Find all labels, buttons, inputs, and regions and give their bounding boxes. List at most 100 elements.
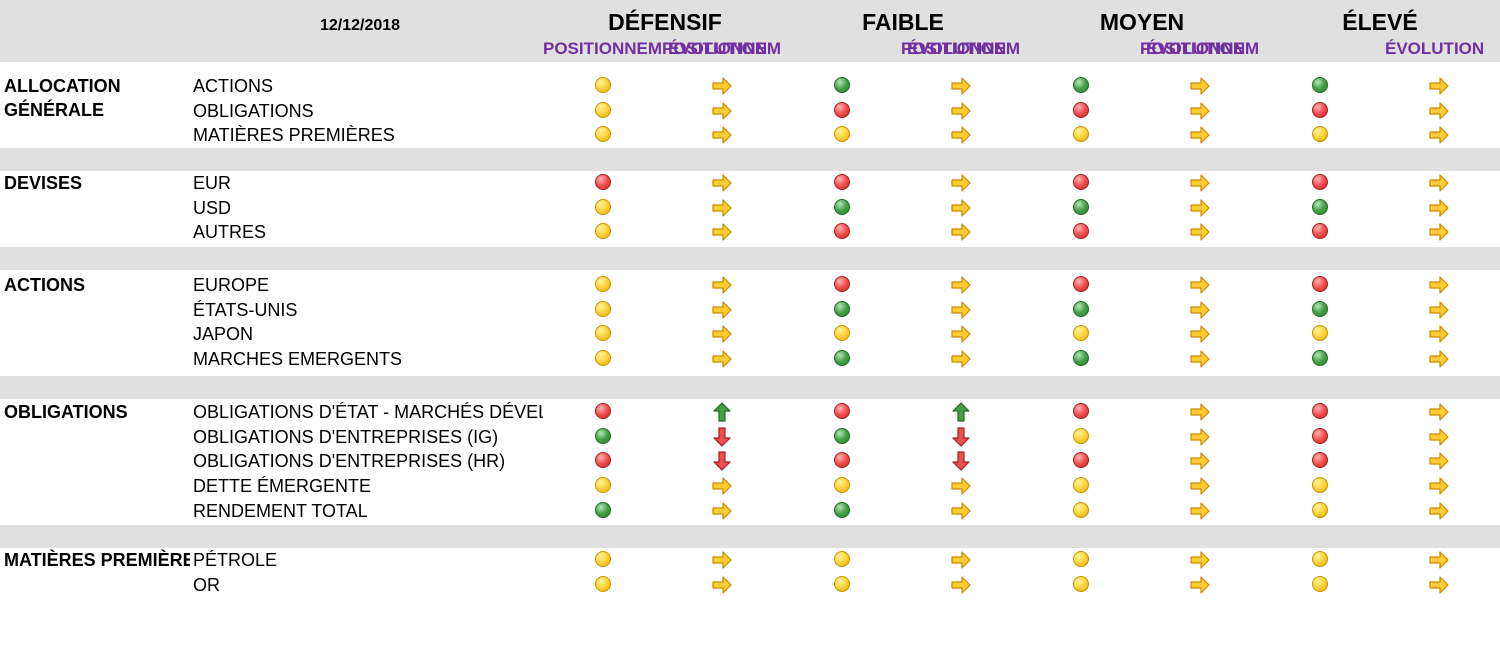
arrow-right-icon (1428, 348, 1450, 370)
yellow-status-icon (595, 126, 611, 143)
category-label-line: OBLIGATIONS (4, 402, 128, 422)
table-row: PÉTROLE (0, 548, 1500, 573)
red-status-icon (1073, 174, 1089, 190)
green-status-icon (834, 501, 850, 518)
red-status-icon (595, 403, 611, 419)
arrow-right-icon (1189, 450, 1211, 472)
arrow-right-icon (1428, 549, 1450, 571)
arrow-right-icon (1189, 426, 1211, 448)
row-label: PÉTROLE (193, 550, 278, 570)
arrow-right-icon (1189, 348, 1211, 370)
green-status-icon (834, 198, 850, 215)
arrow-right-icon (950, 348, 972, 370)
arrow-right-icon (1428, 75, 1450, 97)
category-label-line: DEVISES (4, 173, 83, 193)
yellow-status-icon (595, 350, 611, 367)
red-status-icon (1312, 174, 1328, 190)
yellow-status-icon (1073, 575, 1089, 592)
category-label-line: MATIÈRES PREMIÈRES (4, 550, 190, 570)
yellow-status-icon (1312, 477, 1328, 494)
arrow-right-icon (950, 124, 972, 146)
category-label-line: ALLOCATION (4, 76, 121, 96)
yellow-status-icon (834, 551, 850, 567)
section-separator (0, 148, 1500, 171)
table-row: EUROPE (0, 273, 1500, 298)
arrow-right-icon (711, 274, 733, 296)
arrow-right-icon (711, 75, 733, 97)
red-status-icon (834, 101, 850, 118)
row-label: EUROPE (193, 275, 270, 295)
subheader-positioning: POSITIONNEMENT (901, 39, 1021, 58)
table-row: MATIÈRES PREMIÈRES (0, 123, 1500, 148)
yellow-status-icon (595, 101, 611, 118)
red-status-icon (1073, 101, 1089, 118)
category-label: MATIÈRES PREMIÈRES (4, 548, 190, 572)
arrow-right-icon (950, 475, 972, 497)
yellow-status-icon (1073, 501, 1089, 518)
table-row: RENDEMENT TOTAL (0, 499, 1500, 524)
arrow-up-icon (950, 401, 972, 423)
arrow-right-icon (1428, 299, 1450, 321)
arrow-right-icon (711, 500, 733, 522)
arrow-right-icon (1428, 574, 1450, 596)
category-label: OBLIGATIONS (4, 400, 190, 424)
green-status-icon (1073, 350, 1089, 367)
arrow-right-icon (1189, 100, 1211, 122)
red-status-icon (834, 452, 850, 469)
green-status-icon (834, 427, 850, 444)
green-status-icon (595, 501, 611, 518)
subheader-positioning: POSITIONNEMENT (1140, 39, 1260, 58)
arrow-right-icon (950, 323, 972, 345)
row-label: OBLIGATIONS D'ÉTAT - MARCHÉS DÉVELOPPÉS (193, 402, 543, 422)
yellow-status-icon (1312, 575, 1328, 592)
table-row: MARCHES EMERGENTS (0, 347, 1500, 372)
arrow-right-icon (1189, 549, 1211, 571)
red-status-icon (834, 174, 850, 190)
red-status-icon (1073, 403, 1089, 419)
profile-defensif: DÉFENSIF (608, 9, 722, 35)
yellow-status-icon (834, 575, 850, 592)
red-status-icon (595, 174, 611, 190)
arrow-right-icon (1189, 124, 1211, 146)
arrow-right-icon (950, 574, 972, 596)
arrow-right-icon (950, 549, 972, 571)
arrow-right-icon (1189, 401, 1211, 423)
category-label: ACTIONS (4, 273, 190, 297)
arrow-right-icon (711, 323, 733, 345)
profile-faible: FAIBLE (862, 9, 944, 35)
green-status-icon (1312, 300, 1328, 317)
red-status-icon (1312, 403, 1328, 419)
row-label: OR (193, 574, 220, 595)
green-status-icon (1073, 300, 1089, 317)
row-label: MARCHES EMERGENTS (193, 349, 403, 370)
red-status-icon (834, 403, 850, 419)
arrow-right-icon (711, 299, 733, 321)
arrow-right-icon (1428, 172, 1450, 194)
profile-moyen: MOYEN (1099, 9, 1185, 35)
subheader-evolution: ÉVOLUTION (668, 39, 768, 58)
yellow-status-icon (834, 126, 850, 143)
table-row: OBLIGATIONS (0, 99, 1500, 124)
yellow-status-icon (595, 551, 611, 567)
red-status-icon (1312, 276, 1328, 292)
yellow-status-icon (1073, 427, 1089, 444)
table-row: DETTE ÉMERGENTE (0, 474, 1500, 499)
arrow-right-icon (711, 124, 733, 146)
yellow-status-icon (595, 575, 611, 592)
red-status-icon (834, 276, 850, 292)
arrow-right-icon (950, 299, 972, 321)
subheader-positioning: POSITIONNEMENT (662, 39, 782, 58)
profile-eleve: ÉLEVÉ (1342, 9, 1418, 35)
arrow-right-icon (1428, 426, 1450, 448)
yellow-status-icon (1073, 126, 1089, 143)
yellow-status-icon (834, 477, 850, 494)
red-status-icon (1073, 223, 1089, 240)
arrow-right-icon (1189, 299, 1211, 321)
red-status-icon (1312, 101, 1328, 118)
row-label: MATIÈRES PREMIÈRES (193, 125, 395, 146)
arrow-down-icon (711, 426, 733, 448)
green-status-icon (1312, 350, 1328, 367)
arrow-right-icon (711, 549, 733, 571)
arrow-right-icon (1428, 401, 1450, 423)
report-date: 12/12/2018 (320, 17, 401, 34)
